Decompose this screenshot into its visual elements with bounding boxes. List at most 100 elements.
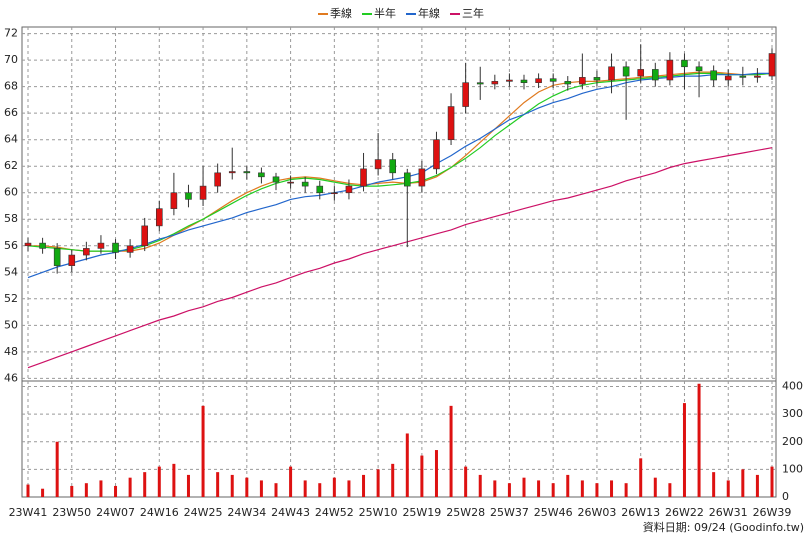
- volume-bar: [770, 466, 774, 497]
- candle-body: [389, 159, 397, 174]
- volume-bar: [128, 477, 132, 497]
- volume-bar: [143, 472, 147, 497]
- volume-bar: [566, 474, 570, 497]
- legend-label: 三年: [462, 6, 484, 20]
- candle-body: [68, 254, 76, 266]
- volume-bar: [712, 472, 716, 497]
- candle-body: [608, 66, 615, 81]
- y-tick-label: 48: [4, 345, 18, 358]
- volume-bar: [172, 463, 176, 497]
- y-tick-label: 62: [4, 159, 18, 172]
- candle-body: [272, 176, 280, 183]
- candle-body: [360, 168, 367, 187]
- candle-body: [579, 77, 586, 85]
- ma-line: [27, 72, 773, 252]
- candle-body: [287, 181, 294, 184]
- candle-body: [754, 75, 761, 78]
- volume-bar: [595, 483, 599, 497]
- candle-body: [651, 69, 659, 81]
- x-tick-label: 24W34: [227, 506, 266, 519]
- y-tick-label: 70: [4, 53, 18, 66]
- x-tick-label: 26W03: [578, 506, 617, 519]
- candle-body: [418, 168, 426, 187]
- volume-panel: [21, 380, 777, 498]
- candle-body: [462, 82, 469, 107]
- volume-bar: [391, 463, 395, 497]
- y2-tick-label: 0: [782, 490, 789, 503]
- volume-bar: [624, 483, 628, 497]
- y-tick-label: 52: [4, 292, 18, 305]
- candle-body: [666, 59, 674, 81]
- candle-body: [403, 172, 411, 187]
- y-tick-label: 56: [4, 239, 18, 252]
- candle-body: [228, 171, 236, 174]
- volume-bar: [653, 477, 657, 497]
- x-tick-label: 24W07: [96, 506, 135, 519]
- volume-bar: [376, 469, 380, 497]
- candle-body: [199, 185, 207, 200]
- candle-body: [695, 66, 703, 72]
- volume-bar: [434, 450, 438, 497]
- ma-line: [27, 147, 773, 369]
- candle-body: [83, 248, 90, 256]
- candle-body: [476, 82, 484, 85]
- footer: 資料日期: 09/24 (Goodinfo.tw): [643, 520, 804, 534]
- y-tick-label: 58: [4, 212, 18, 225]
- candle-body: [185, 192, 192, 200]
- volume-bar: [274, 483, 278, 497]
- candle-body: [549, 78, 557, 82]
- x-tick-label: 26W22: [665, 506, 704, 519]
- volume-bar: [668, 483, 672, 497]
- volume-bar: [420, 455, 424, 497]
- x-tick-label: 25W37: [490, 506, 529, 519]
- x-tick-label: 26W39: [753, 506, 792, 519]
- y2-tick-label: 400: [782, 380, 803, 393]
- x-tick-label: 25W28: [446, 506, 485, 519]
- candle-body: [258, 172, 265, 178]
- x-tick-label: 25W19: [402, 506, 441, 519]
- ma-line: [28, 71, 773, 252]
- volume-bar: [755, 474, 759, 497]
- volume-bar: [318, 483, 322, 497]
- volume-bar: [682, 403, 686, 497]
- candle-body: [301, 181, 309, 187]
- candle-body: [593, 77, 601, 81]
- candle-body: [141, 225, 149, 247]
- ma-line: [27, 72, 772, 279]
- volume-bar: [84, 483, 88, 497]
- volume-bar: [347, 480, 351, 497]
- candle-body: [112, 242, 119, 253]
- candle-body: [155, 208, 163, 227]
- x-tick-label: 24W16: [140, 506, 179, 519]
- candle-body: [506, 79, 513, 82]
- candle-body: [53, 248, 61, 266]
- volume-bar: [449, 405, 453, 497]
- y-tick-label: 72: [4, 27, 18, 40]
- volume-bar: [362, 474, 366, 497]
- volume-bar: [303, 480, 307, 497]
- volume-bar: [259, 480, 263, 497]
- y-tick-label: 68: [4, 80, 18, 93]
- x-tick-label: 26W13: [621, 506, 660, 519]
- volume-bar: [70, 485, 74, 497]
- candle-body: [39, 242, 46, 249]
- volume-bar: [580, 480, 584, 497]
- candle-body: [739, 75, 747, 78]
- volume-bar: [639, 458, 643, 497]
- candle-body: [710, 70, 717, 81]
- volume-bar: [99, 480, 103, 497]
- x-tick-label: 24W52: [315, 506, 354, 519]
- legend-label: 年線: [418, 6, 440, 20]
- volume-bar: [186, 474, 190, 497]
- volume-bar: [697, 383, 701, 497]
- candle-body: [768, 53, 776, 77]
- candle-body: [316, 185, 324, 194]
- y-tick-label: 46: [4, 371, 18, 384]
- volume-bar: [230, 474, 234, 497]
- candle-body: [243, 171, 251, 174]
- candle-body: [126, 245, 134, 253]
- volume-bar: [741, 469, 745, 497]
- x-tick-label: 23W41: [9, 506, 48, 519]
